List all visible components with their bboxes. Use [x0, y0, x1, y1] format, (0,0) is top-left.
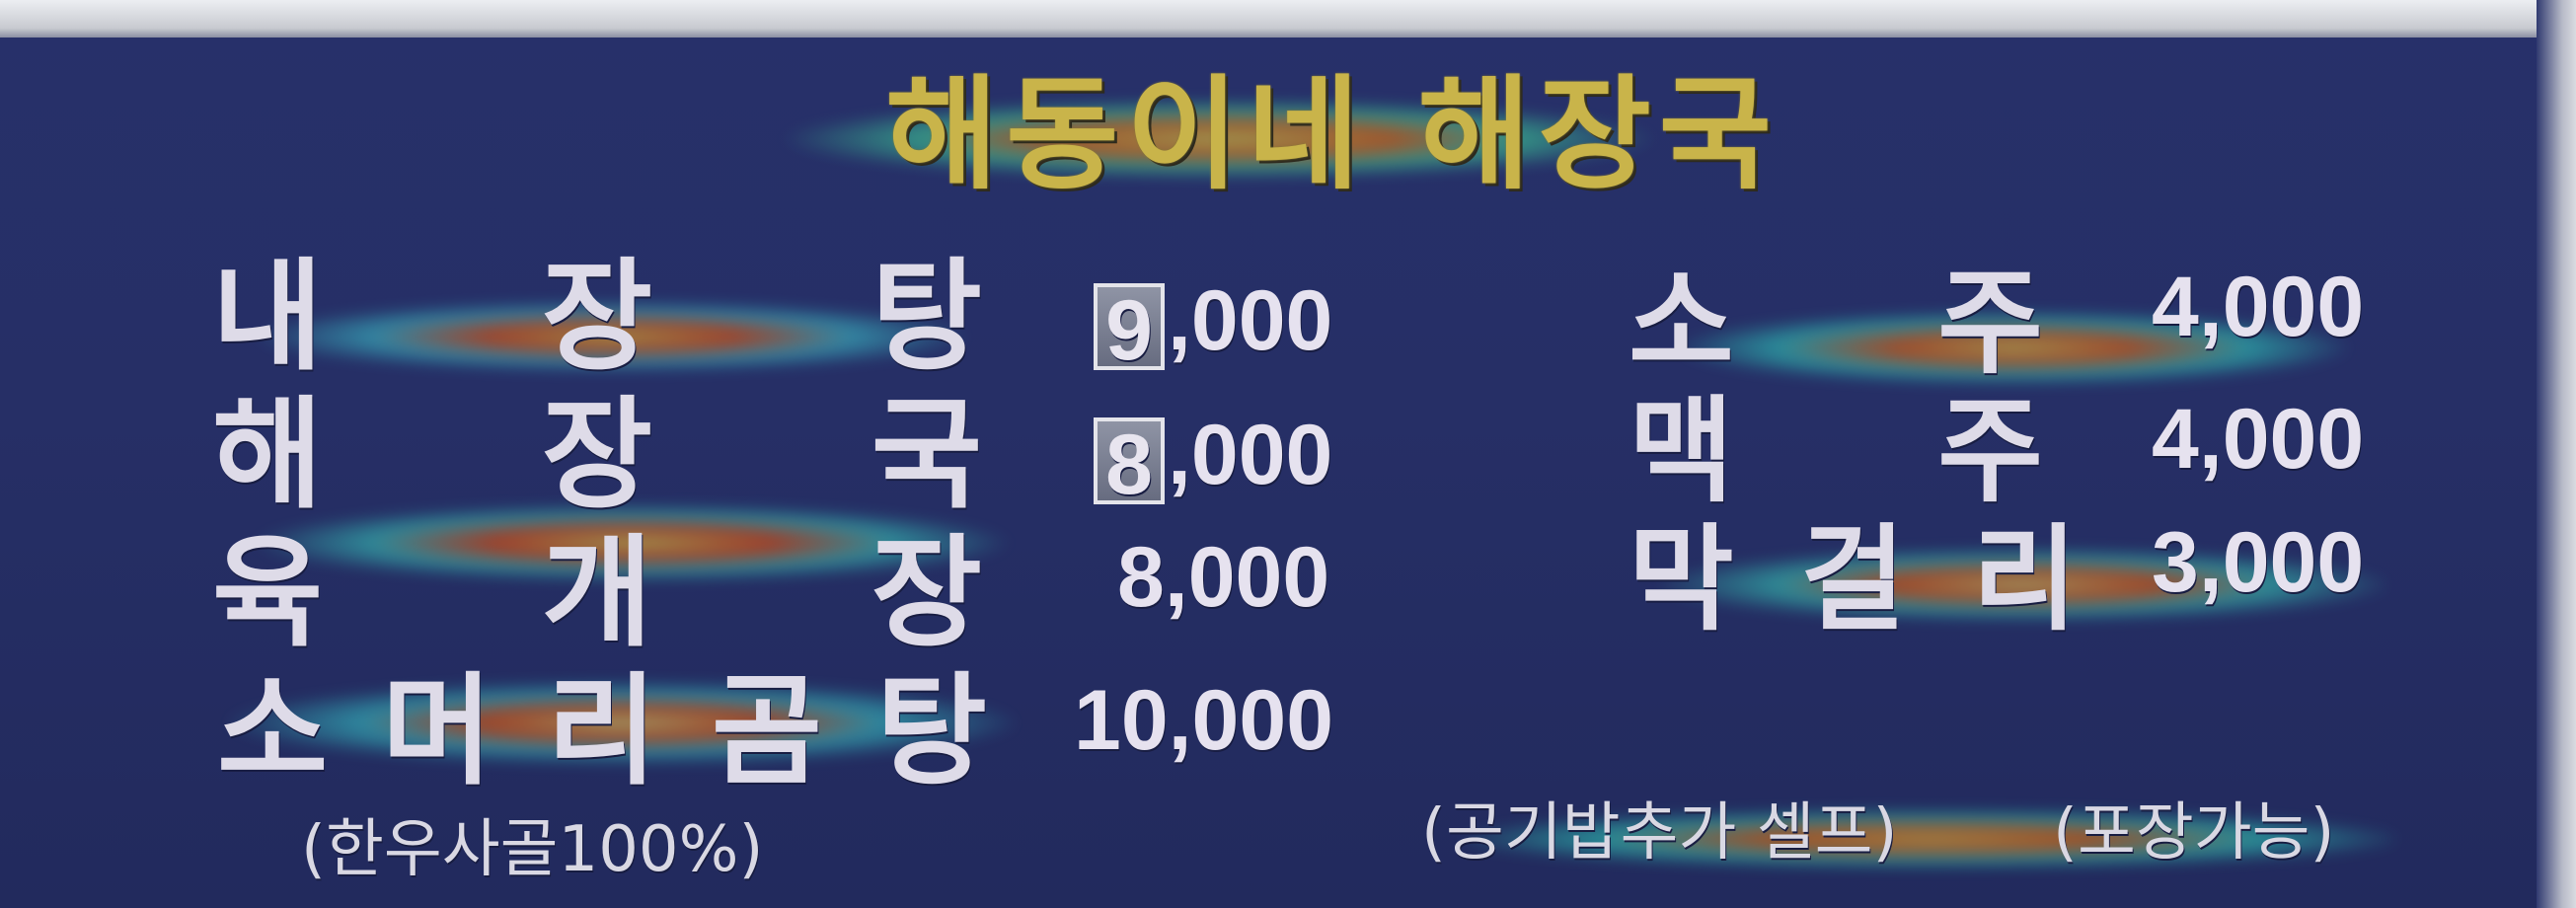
extra-rice-note: (공기밥추가 셀프) [1421, 796, 1898, 870]
menu-char: 소 [217, 661, 329, 801]
price-boxed-digit: 8 [1094, 417, 1165, 508]
menu-char: 해 [212, 385, 324, 525]
drink-char: 리 [1972, 513, 2078, 646]
menu-char: 장 [541, 385, 653, 525]
beef-bone-note: (한우사골100%) [301, 813, 764, 886]
menu-item-haejangguk: 해 장 국 [212, 390, 982, 520]
menu-char: 국 [871, 385, 982, 525]
menu-price-naejangtang: 9,000 [1094, 266, 1332, 375]
menu-char: 육 [212, 523, 324, 663]
price-rest: ,000 [1168, 273, 1333, 368]
drink-char: 걸 [1800, 513, 1906, 646]
menu-price-someorigomtang: 10,000 [1074, 673, 1334, 768]
menu-char: 개 [541, 523, 653, 663]
menu-item-yukgaejang: 육 개 장 [212, 528, 982, 658]
menu-char: 머 [381, 661, 493, 801]
takeout-note: (포장가능) [2053, 796, 2335, 870]
menu-price-haejangguk: 8,000 [1094, 401, 1332, 509]
price-boxed-digit: 9 [1094, 283, 1165, 374]
drink-char: 맥 [1629, 385, 1734, 518]
sign-right-edge [2537, 0, 2576, 908]
drink-item-soju: 소 주 [1629, 262, 2043, 386]
sign-top-frame [0, 0, 2576, 38]
drink-item-maekju: 맥 주 [1629, 390, 2043, 514]
menu-item-someorigomtang: 소 머 리 곰 탕 [217, 666, 987, 796]
drink-item-makgeolli: 막 걸 리 [1629, 518, 2078, 643]
menu-char: 리 [546, 661, 658, 801]
restaurant-title: 해동이네 해장국 [885, 64, 1780, 206]
menu-char: 장 [871, 523, 982, 663]
drink-char: 막 [1629, 513, 1734, 646]
menu-char: 장 [541, 247, 653, 387]
menu-char: 탕 [871, 247, 982, 387]
menu-price-yukgaejang: 8,000 [1117, 530, 1330, 625]
drink-char: 주 [1937, 385, 2043, 518]
menu-char: 곰 [711, 661, 823, 801]
drink-price-maekju: 4,000 [2152, 392, 2365, 487]
menu-char: 탕 [875, 661, 987, 801]
drink-char: 주 [1937, 257, 2043, 390]
menu-item-naejangtang: 내 장 탕 [212, 252, 982, 382]
drink-price-makgeolli: 3,000 [2152, 515, 2365, 610]
price-rest: ,000 [1168, 408, 1333, 502]
drink-char: 소 [1629, 257, 1734, 390]
menu-char: 내 [212, 247, 324, 387]
drink-price-soju: 4,000 [2152, 260, 2365, 354]
